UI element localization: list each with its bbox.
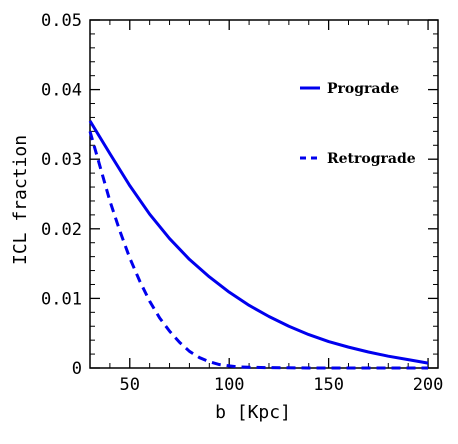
y-tick-label: 0.04: [41, 81, 82, 101]
x-tick-label: 50: [120, 375, 140, 395]
series-line-prograde: [88, 120, 429, 365]
x-tick-label: 100: [214, 375, 245, 395]
series-lines: [88, 120, 429, 370]
legend-label-prograde: Prograde: [327, 81, 399, 97]
y-tick-label: 0.05: [41, 11, 82, 31]
y-tick-label: 0.02: [41, 220, 82, 240]
axes: [89, 19, 439, 369]
x-tick-label: 150: [313, 375, 344, 395]
ticks: 50 100 150 200 0 0.01 0.02 0.03 0.04 0.05: [41, 11, 443, 395]
y-tick-label: 0.01: [41, 289, 82, 309]
y-tick-label: 0.03: [41, 150, 82, 170]
legend: Prograde Retrograde: [300, 81, 416, 167]
x-axis-title: b [Kpc]: [215, 402, 291, 423]
y-tick-label: 0: [72, 359, 82, 379]
series-line-retrograde: [88, 130, 429, 370]
y-axis-title: ICL fraction: [10, 135, 31, 265]
plot-frame: [89, 19, 439, 369]
x-tick-label: 200: [413, 375, 444, 395]
legend-label-retrograde: Retrograde: [327, 151, 416, 167]
